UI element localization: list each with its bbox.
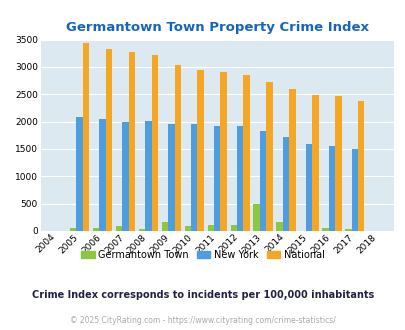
Bar <box>282 138 288 231</box>
Bar <box>266 82 272 231</box>
Bar <box>184 225 191 231</box>
Bar <box>334 96 341 231</box>
Bar <box>139 229 145 231</box>
Text: © 2025 CityRating.com - https://www.cityrating.com/crime-statistics/: © 2025 CityRating.com - https://www.city… <box>70 315 335 325</box>
Bar <box>197 70 203 231</box>
Bar <box>76 117 83 231</box>
Bar <box>213 126 220 231</box>
Bar <box>237 126 243 231</box>
Title: Germantown Town Property Crime Index: Germantown Town Property Crime Index <box>66 21 368 34</box>
Legend: Germantown Town, New York, National: Germantown Town, New York, National <box>77 246 328 264</box>
Bar <box>122 122 128 231</box>
Bar <box>207 225 213 231</box>
Bar <box>276 222 282 231</box>
Text: Crime Index corresponds to incidents per 100,000 inhabitants: Crime Index corresponds to incidents per… <box>32 290 373 300</box>
Bar <box>351 149 357 231</box>
Bar <box>243 75 249 231</box>
Bar <box>305 144 311 231</box>
Bar <box>230 225 237 231</box>
Bar <box>151 55 158 231</box>
Bar <box>168 124 174 231</box>
Bar <box>70 228 76 231</box>
Bar <box>328 146 334 231</box>
Bar <box>322 228 328 231</box>
Bar <box>93 228 99 231</box>
Bar <box>311 95 318 231</box>
Bar <box>357 101 364 231</box>
Bar <box>344 229 351 231</box>
Bar <box>174 65 181 231</box>
Bar <box>259 131 266 231</box>
Bar <box>253 204 259 231</box>
Bar <box>145 121 151 231</box>
Bar <box>115 225 122 231</box>
Bar <box>161 222 168 231</box>
Bar <box>220 72 226 231</box>
Bar <box>128 52 135 231</box>
Bar <box>105 49 112 231</box>
Bar <box>288 89 295 231</box>
Bar <box>191 124 197 231</box>
Bar <box>99 119 105 231</box>
Bar <box>83 44 89 231</box>
